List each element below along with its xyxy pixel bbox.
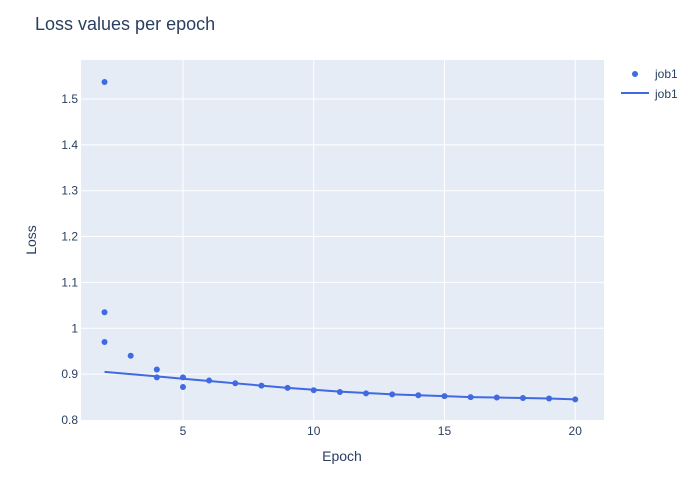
grid-lines xyxy=(81,60,604,420)
legend-label-markers[interactable]: job1 xyxy=(654,67,678,81)
y-tick-label: 1.1 xyxy=(61,275,78,289)
y-tick-label: 1.5 xyxy=(61,92,78,106)
plot-area xyxy=(81,60,604,420)
y-tick-label: 1.2 xyxy=(61,230,78,244)
legend-marker-job1[interactable] xyxy=(632,71,638,77)
plot-series xyxy=(101,79,579,403)
data-point[interactable] xyxy=(153,366,160,373)
x-tick-label: 5 xyxy=(180,424,187,438)
y-axis-title: Loss xyxy=(23,225,39,255)
data-point[interactable] xyxy=(101,309,108,316)
data-point[interactable] xyxy=(179,383,186,390)
x-tick-label: 20 xyxy=(569,424,583,438)
legend-label-line[interactable]: job1 xyxy=(654,87,678,101)
y-tick-label: 1 xyxy=(71,321,78,335)
y-axis-ticks: 0.8 0.9 1 1.1 1.2 1.3 1.4 1.5 xyxy=(61,92,78,427)
series-line-job1[interactable] xyxy=(104,370,576,401)
x-tick-label: 10 xyxy=(307,424,321,438)
data-point[interactable] xyxy=(572,396,579,403)
legend: job1 job1 xyxy=(621,67,678,101)
data-point[interactable] xyxy=(101,339,108,346)
x-tick-label: 15 xyxy=(438,424,452,438)
x-axis-ticks: 5 10 15 20 xyxy=(180,424,583,438)
data-point[interactable] xyxy=(127,352,134,359)
y-tick-label: 0.8 xyxy=(61,413,78,427)
chart-title: Loss values per epoch xyxy=(35,14,215,34)
data-point[interactable] xyxy=(101,79,108,86)
y-tick-label: 1.3 xyxy=(61,184,78,198)
x-axis-title: Epoch xyxy=(322,448,362,464)
y-tick-label: 0.9 xyxy=(61,367,78,381)
y-tick-label: 1.4 xyxy=(61,138,78,152)
